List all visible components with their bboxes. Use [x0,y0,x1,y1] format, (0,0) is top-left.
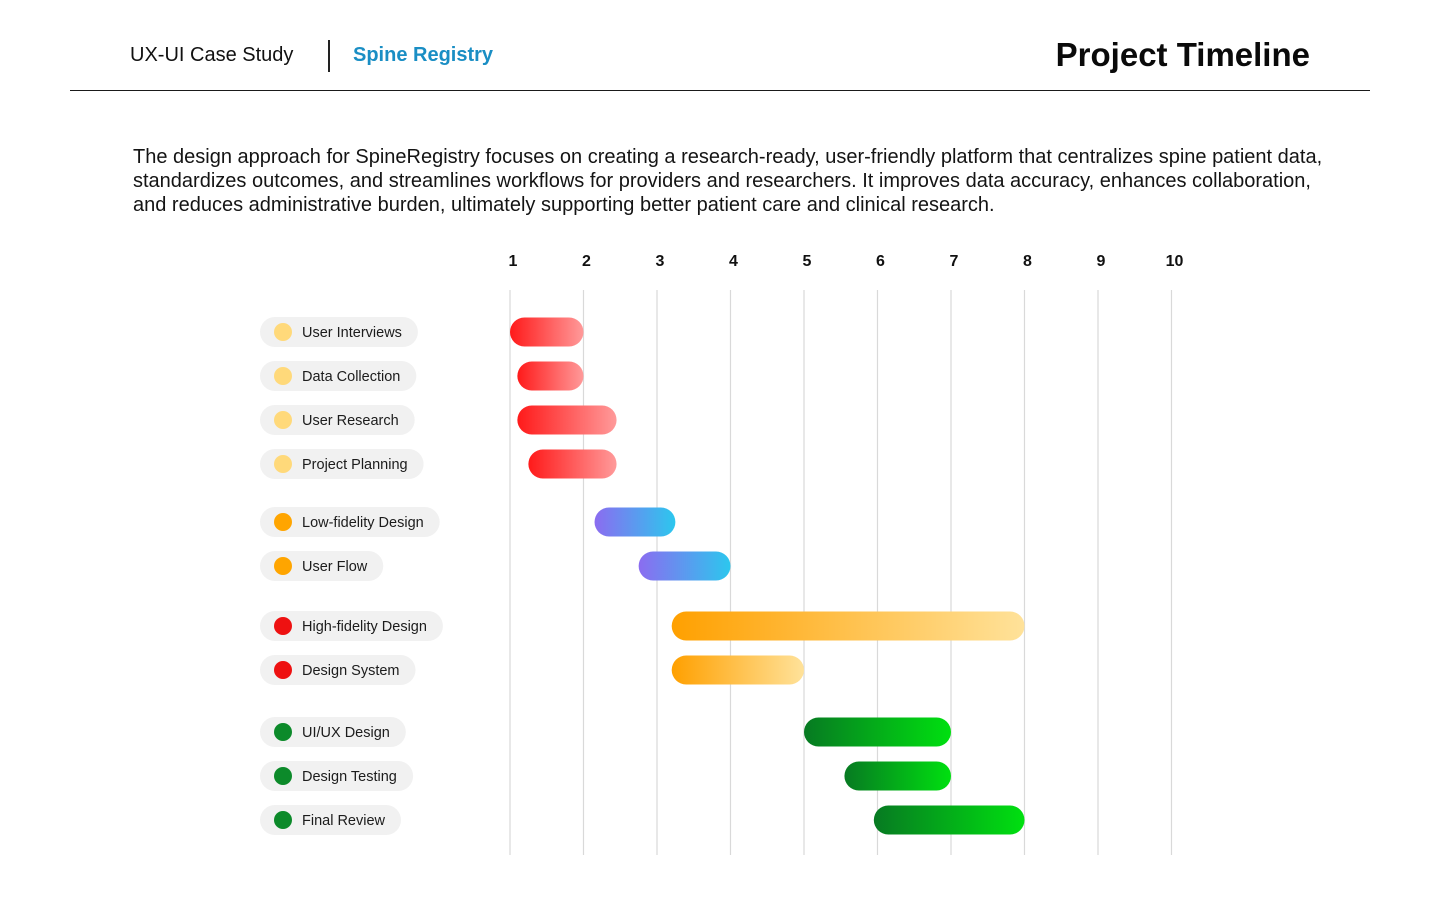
task-row: User Research [260,405,617,435]
task-label-pill [260,507,440,537]
task-bar [844,761,951,791]
task-label: Low-fidelity Design [302,515,424,531]
task-bar [594,507,676,537]
phase-dot [274,617,292,635]
task-row: Low-fidelity Design [260,507,676,537]
task-label: Data Collection [302,369,400,385]
task-label-pill [260,717,406,747]
task-label-pill [260,655,416,685]
header-divider [328,40,330,72]
task-label: Final Review [302,813,386,829]
gridlines [509,290,1173,855]
task-label-pill [260,449,424,479]
task-row: User Flow [260,551,731,581]
task-label: High-fidelity Design [302,619,427,635]
x-tick-label: 1 [509,253,518,270]
task-rows: User Interviews Data Collection User Resea… [260,317,1025,835]
header: UX-UI Case Study Spine Registry Project … [70,0,1370,91]
task-label-pill [260,317,418,347]
task-bar [510,317,584,347]
task-row: Final Review [260,805,1025,835]
phase-dot [274,557,292,575]
phase-dot [274,455,292,473]
x-tick-label: 10 [1166,253,1184,270]
brand-label: UX-UI Case Study [130,44,294,66]
phase-dot [274,411,292,429]
x-tick-label: 8 [1023,253,1032,270]
task-bar [528,449,617,479]
task-label: User Flow [302,559,368,575]
x-tick-label: 9 [1097,253,1106,270]
task-row: UI/UX Design [260,717,951,747]
x-tick-label: 6 [876,253,885,270]
task-row: High-fidelity Design [260,611,1025,641]
phase-dot [274,323,292,341]
task-label-pill [260,611,443,641]
task-bar [517,361,584,391]
phase-dot [274,661,292,679]
page-title: Project Timeline [1055,36,1310,73]
task-label-pill [260,805,401,835]
task-label: Design System [302,663,400,679]
intro-paragraph: The design approach for SpineRegistry fo… [133,146,1323,216]
x-axis-ticks: 1 2 3 4 5 6 7 8 9 10 [509,253,1184,270]
phase-dot [274,513,292,531]
task-row: User Interviews [260,317,584,347]
task-bar [671,655,804,685]
phase-dot [274,723,292,741]
task-label: Design Testing [302,769,397,785]
task-row: Design System [260,655,804,685]
x-tick-label: 5 [803,253,812,270]
task-label: User Research [302,413,399,429]
x-tick-label: 3 [656,253,665,270]
task-label: UI/UX Design [302,725,390,741]
x-tick-label: 4 [729,253,738,270]
task-label: User Interviews [302,325,402,341]
task-label-pill [260,761,414,791]
task-label-pill [260,405,415,435]
x-tick-label: 7 [950,253,959,270]
task-bar [804,717,951,747]
task-label: Project Planning [302,457,408,473]
task-bar [517,405,617,435]
task-label-pill [260,361,417,391]
task-label-pill [260,551,384,581]
phase-dot [274,811,292,829]
task-bar [638,551,731,581]
x-tick-label: 2 [582,253,591,270]
task-bar [873,805,1025,835]
task-bar [671,611,1025,641]
phase-dot [274,367,292,385]
task-row: Design Testing [260,761,951,791]
phase-dot [274,767,292,785]
product-name: Spine Registry [353,44,494,66]
task-row: Project Planning [260,449,617,479]
task-row: Data Collection [260,361,584,391]
